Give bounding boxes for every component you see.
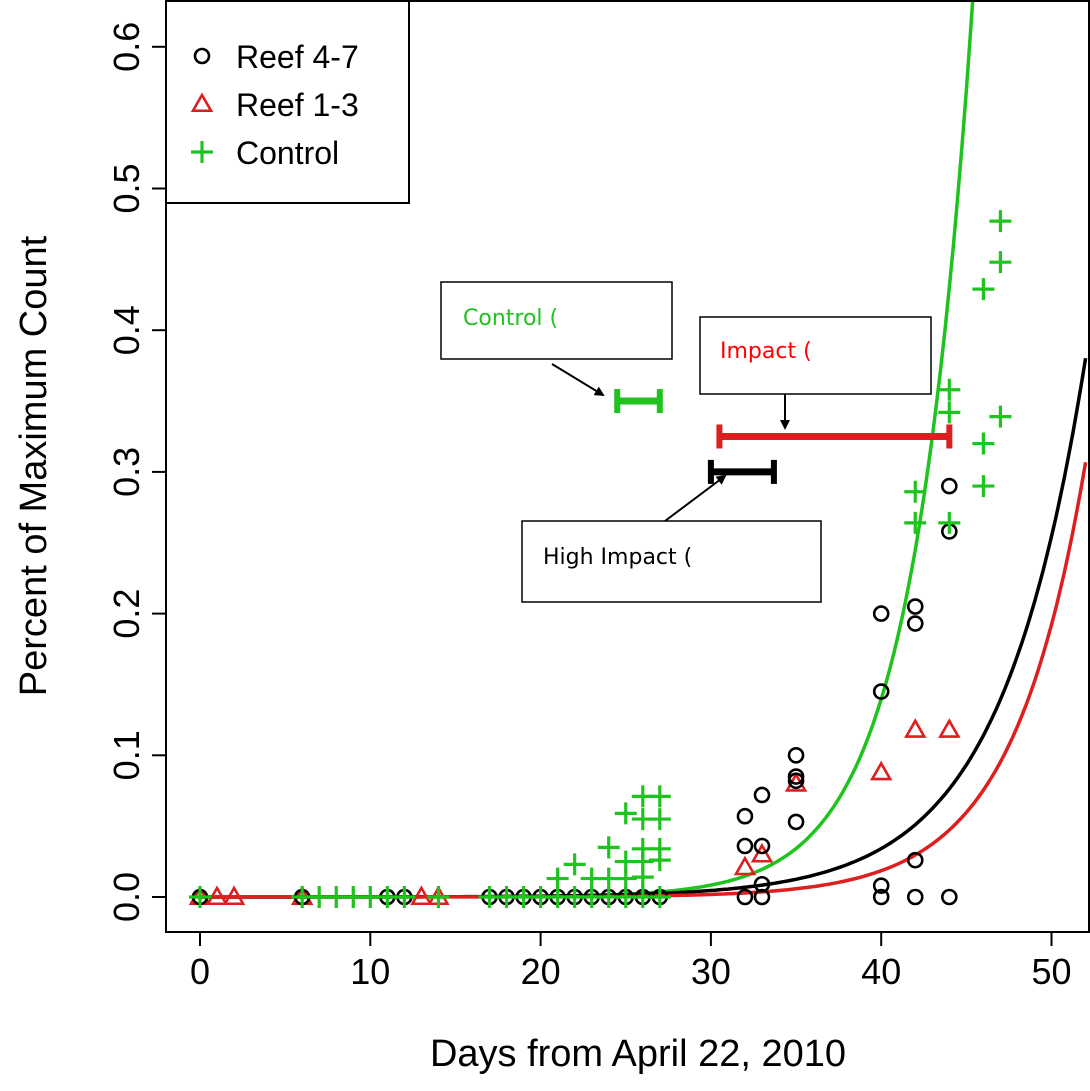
point-reef-4-7 xyxy=(736,837,754,855)
legend-label: Reef 4-7 xyxy=(236,39,359,75)
point-reef-1-3 xyxy=(205,885,229,906)
point-reef-4-7 xyxy=(753,888,771,906)
point-control xyxy=(648,785,671,808)
point-reef-1-3 xyxy=(410,885,433,906)
point-reef-4-7 xyxy=(787,813,805,831)
point-control xyxy=(989,210,1012,233)
point-reef-1-3 xyxy=(904,718,927,738)
point-reef-4-7 xyxy=(753,837,771,855)
point-reef-4-7 xyxy=(787,772,805,790)
data-points xyxy=(188,210,1012,908)
annotation-text-control: Control ( xyxy=(463,306,558,331)
point-control xyxy=(546,867,569,890)
x-axis-title: Days from April 22, 2010 xyxy=(430,1033,846,1075)
point-control xyxy=(648,808,671,831)
point-reef-4-7 xyxy=(906,615,924,632)
annotations: Control ( Impact ( High Impact ( xyxy=(440,281,932,603)
annotation-box-high-impact xyxy=(521,520,822,603)
point-control xyxy=(989,405,1012,428)
intervals xyxy=(614,389,953,484)
point-reef-4-7 xyxy=(906,598,924,615)
point-reef-4-7 xyxy=(872,683,890,700)
point-control xyxy=(972,278,995,301)
point-reef-1-3 xyxy=(222,885,246,906)
x-tick-label: 0 xyxy=(190,951,210,992)
annotation-box-impact xyxy=(699,316,932,395)
point-reef-4-7 xyxy=(872,605,890,622)
x-tick-label: 40 xyxy=(861,951,901,992)
annotation-box-control xyxy=(440,281,673,360)
legend-marker-reef-1-3 xyxy=(190,92,214,113)
point-reef-4-7 xyxy=(872,888,890,906)
legend-marker-reef-4-7 xyxy=(193,47,211,65)
point-control xyxy=(904,480,927,503)
point-reef-1-3 xyxy=(869,760,893,781)
legend-label: Reef 1-3 xyxy=(236,87,359,123)
y-tick-label: 0.3 xyxy=(106,447,147,497)
point-reef-4-7 xyxy=(736,888,754,906)
x-tick-label: 30 xyxy=(691,951,731,992)
annotation-text-high-impact: High Impact ( xyxy=(543,545,692,570)
point-control xyxy=(648,886,671,908)
point-control xyxy=(904,511,927,534)
point-reef-4-7 xyxy=(941,888,958,906)
annotation-arrow-control xyxy=(551,363,605,397)
point-reef-4-7 xyxy=(906,851,924,869)
x-tick-label: 10 xyxy=(350,951,390,992)
point-reef-4-7 xyxy=(872,877,890,894)
legend: Reef 4-7 Reef 1-3 Control xyxy=(165,0,410,204)
y-tick-label: 0.4 xyxy=(106,305,147,355)
y-tick-label: 0.6 xyxy=(106,22,147,72)
point-reef-4-7 xyxy=(941,477,958,495)
point-reef-4-7 xyxy=(736,807,754,825)
y-tick-label: 0.0 xyxy=(106,872,147,922)
point-control xyxy=(938,378,961,401)
point-control xyxy=(427,886,450,908)
point-control xyxy=(189,886,211,908)
point-control xyxy=(938,511,961,534)
point-control xyxy=(972,475,995,498)
legend-marker-control xyxy=(191,141,213,163)
axes: 0 10 20 30 40 50 0.0 0.1 0.2 0.3 0.4 0.5 0.6 Days fro… xyxy=(13,22,1072,1075)
point-control xyxy=(597,836,620,859)
point-control xyxy=(563,853,586,876)
x-tick-label: 20 xyxy=(521,951,561,992)
point-control xyxy=(648,837,671,860)
y-axis-title: Percent of Maximum Count xyxy=(13,235,55,696)
point-reef-4-7 xyxy=(906,888,924,906)
legend-label: Control xyxy=(236,135,339,171)
point-control xyxy=(393,886,416,908)
point-reef-1-3 xyxy=(750,842,774,863)
point-reef-1-3 xyxy=(733,855,757,876)
point-reef-1-3 xyxy=(938,718,961,738)
point-control xyxy=(938,401,961,424)
y-tick-label: 0.1 xyxy=(106,730,147,780)
point-control xyxy=(614,802,637,825)
y-tick-label: 0.5 xyxy=(106,163,147,213)
x-tick-label: 50 xyxy=(1031,951,1071,992)
point-control xyxy=(989,251,1012,274)
annotation-arrow-high-impact xyxy=(664,474,727,522)
annotation-text-impact: Impact ( xyxy=(720,339,812,364)
point-control xyxy=(972,432,995,455)
point-reef-4-7 xyxy=(753,786,771,804)
point-reef-4-7 xyxy=(787,746,805,764)
y-tick-label: 0.2 xyxy=(106,589,147,639)
